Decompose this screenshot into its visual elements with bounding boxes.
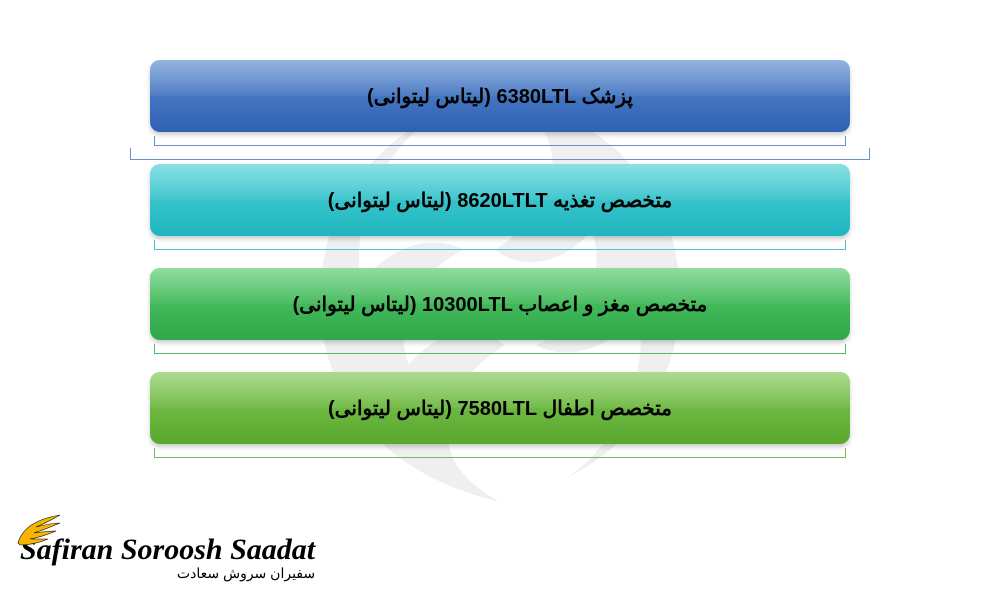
logo-title: Safiran Soroosh Saadat (20, 535, 315, 565)
bar-3: متخصص مغز و اعصاب 10300LTL (لیتاس لیتوان… (150, 268, 850, 340)
bar-4: متخصص اطفال 7580LTL (لیتاس لیتوانی) (150, 372, 850, 444)
bars-container: پزشک 6380LTL (لیتاس لیتوانی) متخصص تغذیه… (150, 60, 850, 476)
bar-1-label: پزشک 6380LTL (لیتاس لیتوانی) (367, 84, 633, 109)
logo-subtitle: سفیران سروش سعادت (20, 565, 315, 582)
bar-3-underline (154, 344, 846, 354)
bar-2: متخصص تغذیه 8620LTLT (لیتاس لیتوانی) (150, 164, 850, 236)
bar-item-4: متخصص اطفال 7580LTL (لیتاس لیتوانی) (150, 372, 850, 458)
brand-logo: Safiran Soroosh Saadat سفیران سروش سعادت (20, 535, 315, 582)
bar-2-underline (154, 240, 846, 250)
bar-4-label: متخصص اطفال 7580LTL (لیتاس لیتوانی) (328, 396, 672, 421)
bar-2-label: متخصص تغذیه 8620LTLT (لیتاس لیتوانی) (328, 188, 672, 213)
bar-4-underline (154, 448, 846, 458)
wing-icon (16, 513, 64, 554)
bar-item-3: متخصص مغز و اعصاب 10300LTL (لیتاس لیتوان… (150, 268, 850, 354)
bar-1-underline (154, 136, 846, 146)
bar-item-1: پزشک 6380LTL (لیتاس لیتوانی) (150, 60, 850, 146)
bar-1: پزشک 6380LTL (لیتاس لیتوانی) (150, 60, 850, 132)
bar-3-label: متخصص مغز و اعصاب 10300LTL (لیتاس لیتوان… (293, 292, 708, 317)
bar-item-2: متخصص تغذیه 8620LTLT (لیتاس لیتوانی) (150, 164, 850, 250)
